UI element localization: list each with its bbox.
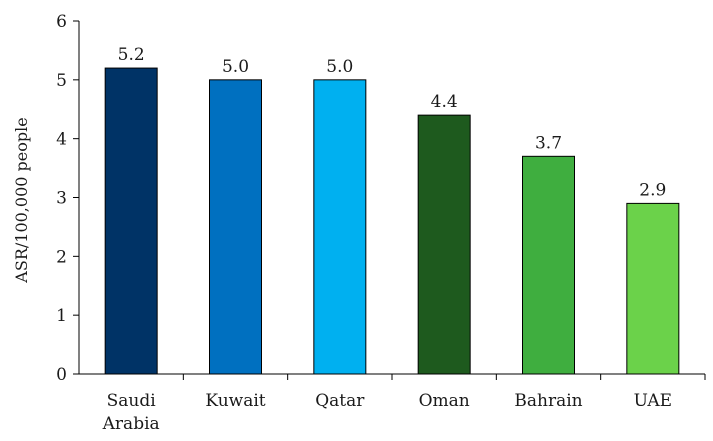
bar	[104, 67, 158, 375]
bars-group: 5.2 5.0 5.0 4.4 3.7 2.9	[104, 45, 680, 375]
x-tick-label: Oman	[419, 391, 470, 411]
bar	[313, 79, 367, 375]
y-tick-label: 5	[56, 71, 67, 91]
y-tick-label: 6	[56, 12, 67, 32]
x-tick-label: Bahrain	[514, 391, 582, 411]
x-tick-label: Kuwait	[205, 391, 265, 411]
data-label: 4.4	[431, 92, 458, 112]
data-label: 2.9	[639, 180, 666, 200]
data-label: 3.7	[535, 133, 562, 153]
x-tick-label: UAE	[634, 391, 673, 411]
x-tick-label: Qatar	[315, 391, 365, 411]
bar	[522, 155, 575, 375]
data-label: 5.0	[222, 57, 249, 77]
y-tick-label: 2	[56, 247, 67, 267]
y-tick-label: 3	[56, 189, 67, 209]
x-tick-label: Saudi Arabia	[102, 391, 160, 434]
y-tick-label: 1	[56, 306, 67, 326]
axes-group: 0 1 2 3 4 5 6 Saudi Arabia Kuwait Qatar Oman Bahrain…	[56, 12, 706, 434]
data-label: 5.2	[118, 45, 145, 65]
bar	[417, 114, 471, 375]
bar	[626, 202, 680, 375]
bar	[209, 79, 262, 375]
y-tick-label: 4	[56, 130, 67, 150]
data-label: 5.0	[326, 57, 353, 77]
y-axis-title: ASR/100,000 people	[12, 117, 31, 283]
y-tick-label: 0	[56, 365, 67, 385]
